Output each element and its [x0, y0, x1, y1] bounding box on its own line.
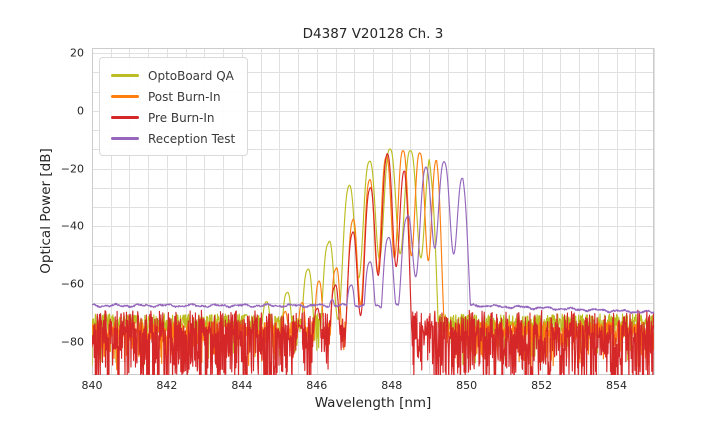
x-axis-label: Wavelength [nm]	[314, 395, 432, 411]
y-tick-label: 0	[77, 104, 84, 118]
legend-label: Post Burn-In	[148, 89, 221, 104]
x-tick-label: 854	[606, 379, 628, 392]
x-tick-label: 842	[156, 379, 178, 392]
legend-line-swatch	[111, 74, 139, 77]
y-tick-label: −40	[60, 219, 84, 233]
legend-label: OptoBoard QA	[148, 68, 234, 83]
y-tick-label: 20	[70, 46, 84, 60]
x-tick-label: 848	[381, 379, 403, 392]
legend-line-swatch	[111, 137, 139, 140]
y-tick-label: −60	[60, 277, 84, 291]
legend: OptoBoard QA Post Burn-In Pre Burn-In Re…	[99, 57, 248, 156]
legend-item-reception-test: Reception Test	[108, 128, 239, 149]
legend-item-post-burn-in: Post Burn-In	[108, 86, 239, 107]
x-tick-label: 840	[81, 379, 103, 392]
legend-item-optoboard-qa: OptoBoard QA	[108, 65, 239, 86]
x-tick-label: 850	[456, 379, 478, 392]
legend-label: Pre Burn-In	[148, 110, 215, 125]
x-tick-label: 846	[306, 379, 328, 392]
legend-line-swatch	[111, 95, 139, 98]
x-tick-label: 852	[531, 379, 553, 392]
chart-title: D4387 V20128 Ch. 3	[302, 26, 444, 42]
legend-item-pre-burn-in: Pre Burn-In	[108, 107, 239, 128]
legend-label: Reception Test	[148, 131, 236, 146]
legend-line-swatch	[111, 116, 139, 119]
x-tick-label: 844	[231, 379, 253, 392]
y-tick-label: −80	[60, 335, 84, 349]
y-tick-label: −20	[60, 162, 84, 176]
